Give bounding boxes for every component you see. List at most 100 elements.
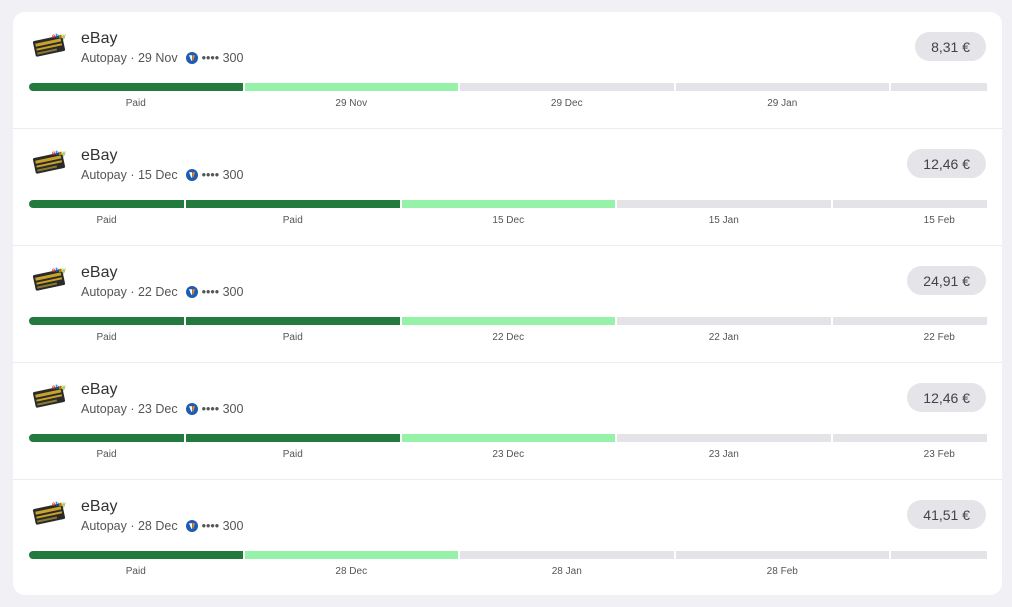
installment-label: Paid bbox=[96, 215, 117, 226]
autopay-schedule: Autopay · 23 Dec bbox=[81, 402, 178, 416]
card-number: •••• 300 bbox=[201, 519, 244, 533]
installment-segment-future bbox=[891, 83, 987, 91]
installment-segment-future bbox=[617, 434, 831, 442]
card-number: •••• 300 bbox=[201, 285, 244, 299]
amount-badge[interactable]: 12,46 € bbox=[907, 149, 986, 178]
bank-card-icon bbox=[185, 169, 198, 181]
merchant-name: eBay bbox=[81, 498, 118, 515]
card-number: •••• 300 bbox=[201, 51, 244, 65]
bank-card-icon bbox=[185, 403, 198, 415]
payment-row[interactable]: ebay eBay Autopay · 15 Dec •••• 300 12,4… bbox=[13, 129, 1002, 246]
installment-segment-paid bbox=[186, 317, 400, 325]
autopay-schedule: Autopay · 29 Nov bbox=[81, 51, 178, 65]
installment-progress-bar bbox=[29, 434, 987, 442]
installment-label: Paid bbox=[96, 332, 117, 343]
installment-segment-future bbox=[617, 200, 831, 208]
payment-row[interactable]: ebay eBay Autopay · 28 Dec •••• 300 41,5… bbox=[13, 480, 1002, 595]
ebay-product-thumbnail: ebay bbox=[32, 268, 66, 291]
installment-label: 22 Dec bbox=[492, 332, 525, 343]
installment-label: Paid bbox=[282, 449, 303, 460]
installment-label: 22 Jan bbox=[708, 332, 739, 343]
installment-segment-current bbox=[401, 434, 615, 442]
installment-label: 29 Jan bbox=[767, 98, 798, 109]
payment-subline: Autopay · 23 Dec •••• 300 bbox=[81, 402, 243, 416]
bank-card-icon bbox=[185, 52, 198, 64]
amount-badge[interactable]: 8,31 € bbox=[915, 32, 986, 61]
installment-label: 28 Jan bbox=[551, 566, 582, 577]
svg-text:ebay: ebay bbox=[52, 385, 66, 391]
installment-segment-future bbox=[460, 551, 674, 559]
installment-label: 23 Jan bbox=[708, 449, 739, 460]
installment-segment-future bbox=[675, 83, 889, 91]
installment-segment-future bbox=[617, 317, 831, 325]
payment-row[interactable]: ebay eBay Autopay · 23 Dec •••• 300 12,4… bbox=[13, 363, 1002, 480]
installment-segment-future bbox=[675, 551, 889, 559]
installment-segment-current bbox=[244, 551, 458, 559]
ebay-product-thumbnail: ebay bbox=[32, 385, 66, 408]
installment-segment-paid bbox=[29, 551, 243, 559]
bank-card-icon bbox=[185, 520, 198, 532]
merchant-name: eBay bbox=[81, 264, 118, 281]
installment-label: 28 Feb bbox=[766, 566, 798, 577]
installment-label: Paid bbox=[282, 332, 303, 343]
installment-labels: Paid Paid 22 Dec 22 Jan 22 Feb bbox=[29, 332, 987, 346]
svg-text:ebay: ebay bbox=[52, 34, 66, 40]
installment-labels: Paid Paid 15 Dec 15 Jan 15 Feb bbox=[29, 215, 987, 229]
payment-row[interactable]: ebay eBay Autopay · 29 Nov •••• 300 8,31… bbox=[13, 12, 1002, 129]
installment-segment-future bbox=[832, 434, 987, 442]
installment-segment-future bbox=[460, 83, 674, 91]
installment-segment-paid bbox=[29, 317, 184, 325]
installment-progress-bar bbox=[29, 551, 987, 559]
installment-segment-paid bbox=[186, 200, 400, 208]
installment-label: 29 Nov bbox=[335, 98, 368, 109]
bank-card-icon bbox=[185, 286, 198, 298]
installment-progress-bar bbox=[29, 317, 987, 325]
merchant-name: eBay bbox=[81, 30, 118, 47]
installment-label: Paid bbox=[96, 449, 117, 460]
installment-segment-current bbox=[401, 200, 615, 208]
payment-subline: Autopay · 15 Dec •••• 300 bbox=[81, 168, 243, 182]
installment-label: 15 Feb bbox=[923, 215, 955, 226]
autopay-schedule: Autopay · 22 Dec bbox=[81, 285, 178, 299]
installment-label: 28 Dec bbox=[335, 566, 368, 577]
installment-segment-current bbox=[244, 83, 458, 91]
autopay-schedule: Autopay · 28 Dec bbox=[81, 519, 178, 533]
payments-list: ebay eBay Autopay · 29 Nov •••• 300 8,31… bbox=[13, 12, 1002, 595]
payment-subline: Autopay · 29 Nov •••• 300 bbox=[81, 51, 243, 65]
installment-segment-future bbox=[832, 317, 987, 325]
amount-badge[interactable]: 24,91 € bbox=[907, 266, 986, 295]
installment-label: Paid bbox=[282, 215, 303, 226]
installment-label: 29 Dec bbox=[550, 98, 583, 109]
installment-label: 23 Feb bbox=[923, 449, 955, 460]
installment-label: 22 Feb bbox=[923, 332, 955, 343]
payment-row[interactable]: ebay eBay Autopay · 22 Dec •••• 300 24,9… bbox=[13, 246, 1002, 363]
installment-segment-paid bbox=[29, 434, 184, 442]
installment-label: Paid bbox=[125, 566, 146, 577]
amount-badge[interactable]: 12,46 € bbox=[907, 383, 986, 412]
installment-segment-paid bbox=[29, 200, 184, 208]
card-number: •••• 300 bbox=[201, 402, 244, 416]
amount-badge[interactable]: 41,51 € bbox=[907, 500, 986, 529]
autopay-schedule: Autopay · 15 Dec bbox=[81, 168, 178, 182]
installment-segment-future bbox=[832, 200, 987, 208]
installment-label: 15 Dec bbox=[492, 215, 525, 226]
card-number: •••• 300 bbox=[201, 168, 244, 182]
payment-subline: Autopay · 28 Dec •••• 300 bbox=[81, 519, 243, 533]
payment-subline: Autopay · 22 Dec •••• 300 bbox=[81, 285, 243, 299]
installment-progress-bar bbox=[29, 200, 987, 208]
svg-text:ebay: ebay bbox=[52, 151, 66, 157]
ebay-product-thumbnail: ebay bbox=[32, 502, 66, 525]
installment-labels: Paid Paid 23 Dec 23 Jan 23 Feb bbox=[29, 449, 987, 463]
ebay-product-thumbnail: ebay bbox=[32, 151, 66, 174]
merchant-name: eBay bbox=[81, 381, 118, 398]
installment-label: 15 Jan bbox=[708, 215, 739, 226]
svg-text:ebay: ebay bbox=[52, 268, 66, 274]
svg-text:ebay: ebay bbox=[52, 502, 66, 508]
installment-label: 23 Dec bbox=[492, 449, 525, 460]
installment-segment-current bbox=[401, 317, 615, 325]
installment-segment-paid bbox=[186, 434, 400, 442]
installment-segment-paid bbox=[29, 83, 243, 91]
merchant-name: eBay bbox=[81, 147, 118, 164]
